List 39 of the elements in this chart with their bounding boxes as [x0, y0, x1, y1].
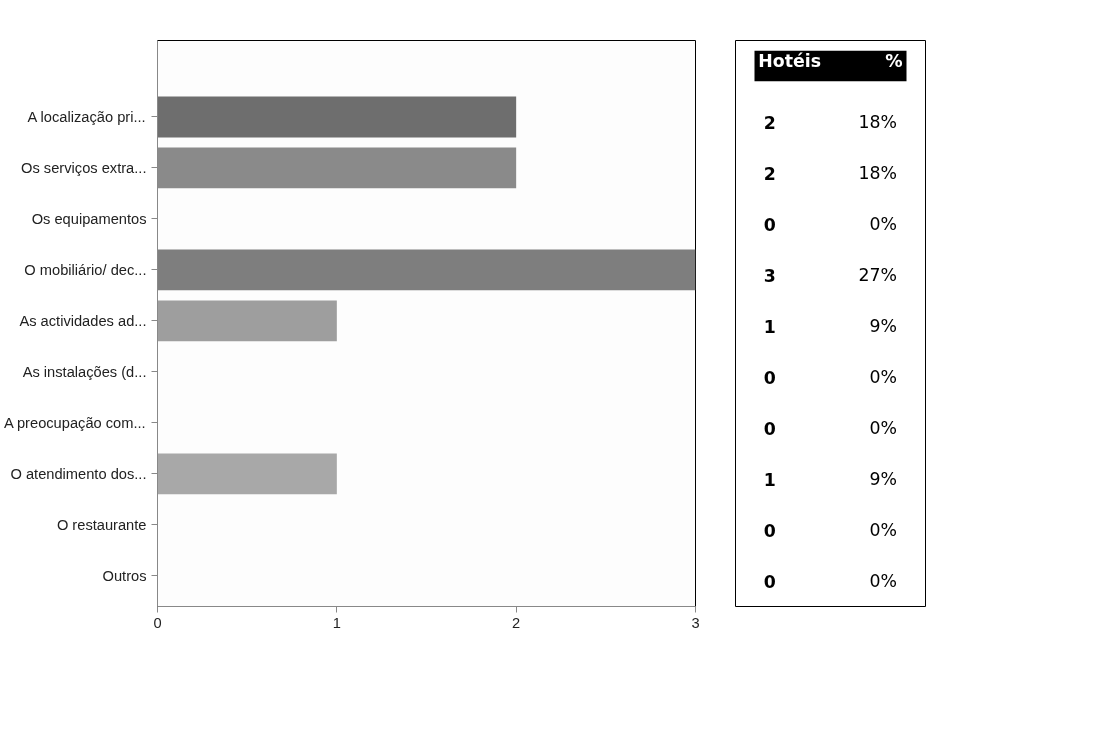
bar: [157, 453, 337, 495]
text: 1: [763, 316, 776, 337]
y-tick-label: As actividades ad...: [19, 312, 147, 329]
text: 2: [763, 112, 776, 133]
y-tick-label: O atendimento dos...: [10, 465, 147, 482]
text: 0: [763, 214, 776, 235]
x-tick-label: 2: [512, 614, 521, 631]
text: 0: [763, 571, 776, 592]
text: 9%: [869, 316, 898, 337]
text: 0: [763, 367, 776, 388]
y-tick-label: As instalações (d...: [22, 363, 147, 380]
x-tick-label: 3: [691, 614, 700, 631]
text: 9%: [869, 469, 898, 490]
y-tick-label: O restaurante: [56, 516, 147, 533]
y-tick-label: Os equipamentos: [31, 210, 147, 227]
text: 1: [763, 469, 776, 490]
bar: [157, 300, 337, 342]
text: 0%: [869, 367, 898, 388]
text: 27%: [858, 265, 897, 286]
x-tick-label: 0: [153, 614, 162, 631]
y-tick-label: Os serviços extra...: [21, 159, 147, 176]
y-tick-label: A localização pri...: [27, 108, 146, 125]
text: 0%: [869, 571, 898, 591]
text: 18%: [858, 163, 897, 184]
text: 0: [763, 418, 776, 439]
text: 0%: [869, 214, 898, 235]
text: 0: [763, 520, 776, 541]
text: 0%: [869, 418, 898, 439]
text: Hotéis: [758, 50, 821, 71]
y-tick-label: Outros: [102, 567, 147, 584]
x-tick-label: 1: [332, 614, 341, 631]
bar: [157, 96, 517, 138]
text: 3: [763, 265, 776, 286]
y-tick-label: O mobiliário/ dec...: [24, 261, 147, 278]
text: %: [885, 50, 903, 71]
y-tick-label: A preocupação com...: [3, 414, 146, 431]
text: 2: [763, 163, 776, 184]
text: 0%: [869, 520, 898, 541]
text: 18%: [858, 112, 897, 133]
